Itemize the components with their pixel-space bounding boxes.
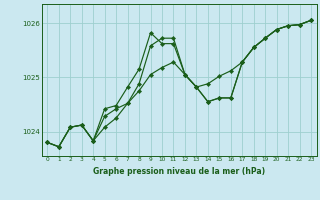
X-axis label: Graphe pression niveau de la mer (hPa): Graphe pression niveau de la mer (hPa) xyxy=(93,167,265,176)
